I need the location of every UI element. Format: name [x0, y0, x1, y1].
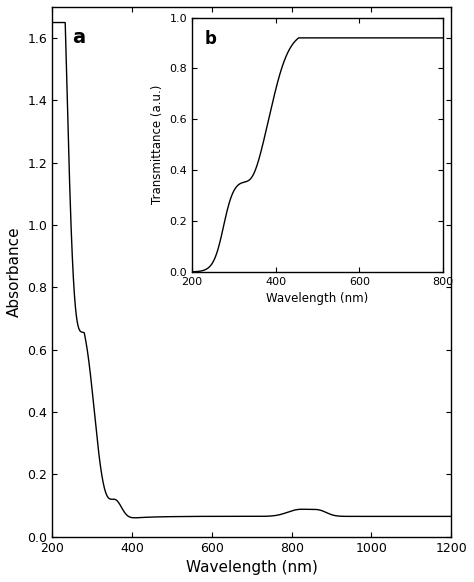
X-axis label: Wavelength (nm): Wavelength (nm) [186, 560, 318, 575]
Y-axis label: Absorbance: Absorbance [7, 226, 22, 317]
Text: a: a [73, 28, 85, 47]
